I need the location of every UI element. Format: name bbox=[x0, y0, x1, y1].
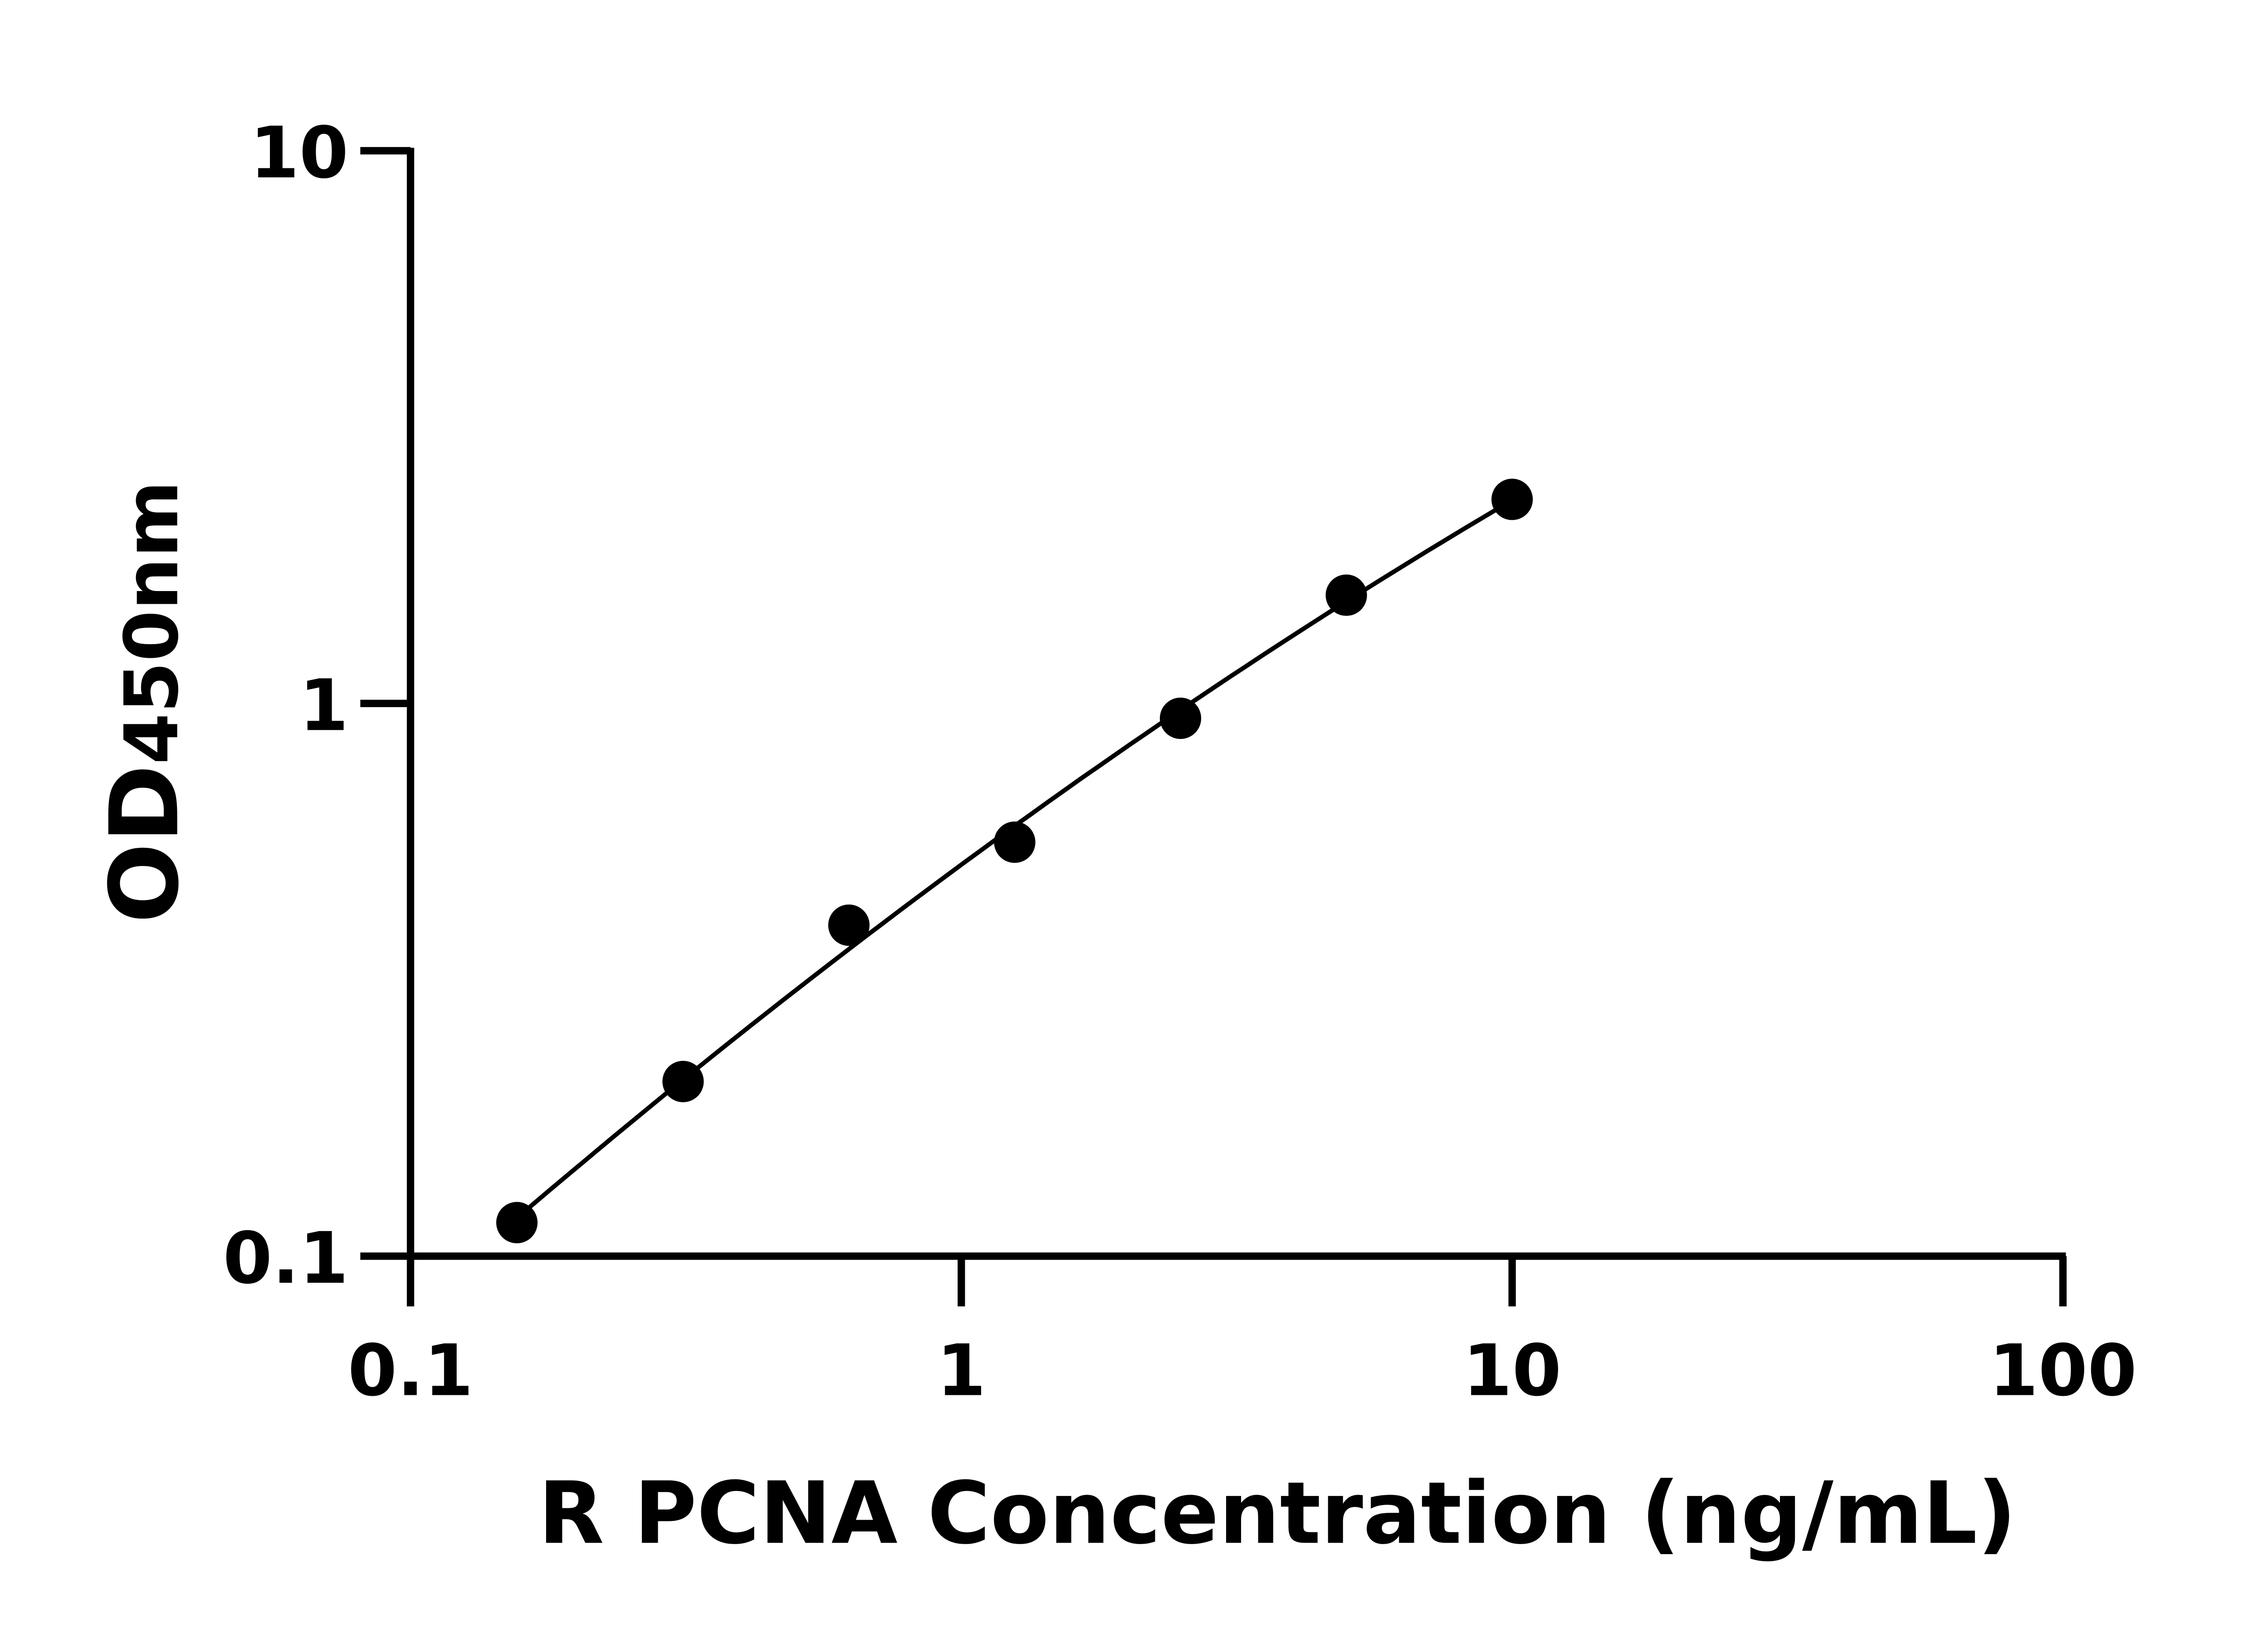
x-tick-label: 10 bbox=[1463, 1329, 1561, 1412]
x-ticks: 0.1 1 10 100 bbox=[348, 1256, 2137, 1412]
y-tick-label: 0.1 bbox=[223, 1217, 348, 1300]
y-ticks: 0.1 1 10 bbox=[223, 112, 411, 1300]
x-tick-label: 1 bbox=[937, 1329, 986, 1412]
y-axis-title-sub: 450nm bbox=[109, 481, 195, 765]
data-point bbox=[496, 1202, 538, 1243]
x-axis-title: R PCNA Concentration (ng/mL) bbox=[538, 1463, 2017, 1563]
axes bbox=[406, 147, 2066, 1260]
y-axis-title: OD450nm bbox=[90, 481, 200, 924]
y-axis-title-main: OD bbox=[90, 764, 200, 923]
x-tick-label: 100 bbox=[1989, 1329, 2137, 1412]
x-tick-label: 0.1 bbox=[348, 1329, 474, 1412]
data-point bbox=[994, 821, 1036, 863]
data-point bbox=[662, 1061, 704, 1102]
data-points bbox=[496, 479, 1533, 1243]
y-tick-label: 10 bbox=[250, 112, 348, 194]
data-point bbox=[1325, 574, 1367, 616]
data-point bbox=[1491, 479, 1533, 520]
data-point bbox=[828, 905, 870, 946]
y-tick-label: 1 bbox=[299, 664, 349, 747]
data-point bbox=[1159, 697, 1202, 739]
